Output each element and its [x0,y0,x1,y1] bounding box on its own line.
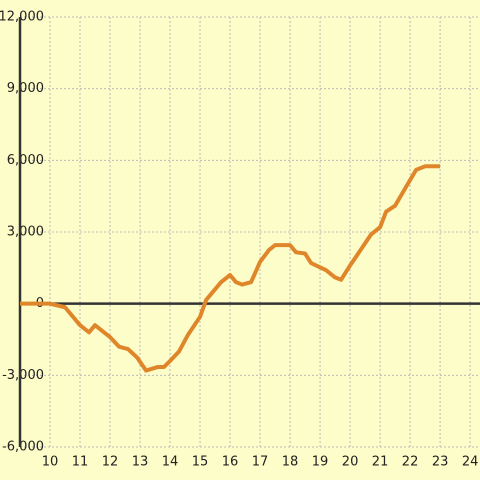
x-tick-label: 10 [42,455,59,470]
y-tick-label: 3,000 [7,225,44,240]
x-tick-label: 20 [342,455,359,470]
y-tick-label: -3,000 [2,368,44,383]
y-tick-label: 12,000 [0,10,44,25]
x-tick-label: 22 [402,455,419,470]
x-tick-label: 18 [282,455,299,470]
x-tick-label: 19 [312,455,329,470]
x-tick-label: 12 [102,455,119,470]
x-tick-label: 15 [192,455,209,470]
x-tick-label: 23 [432,455,449,470]
y-tick-label: -6,000 [2,440,44,455]
y-tick-label: 9,000 [7,81,44,96]
x-tick-label: 16 [222,455,239,470]
x-tick-label: 13 [132,455,149,470]
x-tick-label: 17 [252,455,269,470]
x-tick-label: 11 [72,455,89,470]
x-tick-label: 24 [462,455,479,470]
y-tick-label: 6,000 [7,153,44,168]
x-tick-label: 21 [372,455,389,470]
x-tick-label: 14 [162,455,179,470]
data-line [20,164,441,373]
